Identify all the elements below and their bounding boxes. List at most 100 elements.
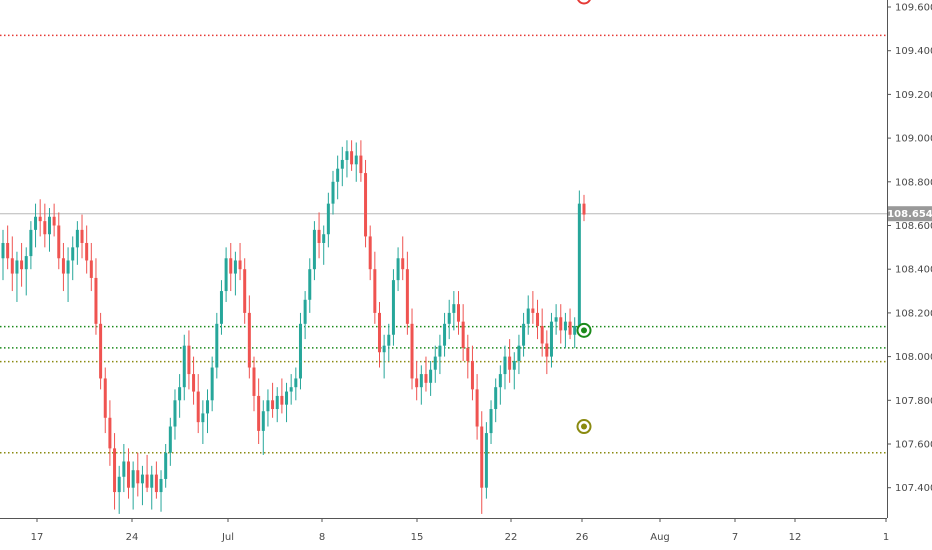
candle[interactable] — [224, 247, 228, 302]
candle[interactable] — [359, 140, 363, 182]
candle[interactable] — [563, 312, 567, 348]
candle[interactable] — [489, 400, 493, 444]
time-axis[interactable]: 17 24 Jul 8 15 22 26 Aug 7 12 1 — [31, 518, 890, 543]
candle[interactable] — [419, 365, 423, 405]
candle[interactable] — [10, 236, 14, 292]
candle[interactable] — [466, 334, 470, 379]
candle[interactable] — [457, 291, 461, 335]
candle[interactable] — [573, 317, 577, 348]
candle[interactable] — [43, 203, 47, 248]
candle[interactable] — [480, 411, 484, 514]
candle[interactable] — [377, 301, 381, 368]
candle[interactable] — [6, 225, 10, 270]
candle[interactable] — [215, 312, 219, 379]
candle[interactable] — [164, 444, 168, 488]
candle[interactable] — [108, 400, 112, 466]
candle[interactable] — [103, 367, 107, 434]
candle[interactable] — [196, 374, 200, 434]
candle[interactable] — [275, 387, 279, 423]
candle[interactable] — [317, 212, 321, 259]
candle[interactable] — [452, 291, 456, 331]
candle[interactable] — [424, 356, 428, 392]
candle[interactable] — [447, 299, 451, 340]
candle[interactable] — [549, 312, 553, 368]
candle[interactable] — [373, 251, 377, 324]
candle[interactable] — [382, 334, 386, 379]
candle[interactable] — [159, 470, 163, 512]
candle[interactable] — [340, 146, 344, 187]
candle[interactable] — [61, 242, 65, 292]
candle[interactable] — [113, 433, 117, 510]
candle[interactable] — [461, 304, 465, 361]
candle[interactable] — [29, 221, 33, 270]
candle[interactable] — [582, 194, 586, 222]
candle[interactable] — [433, 345, 437, 383]
candle[interactable] — [89, 242, 93, 292]
candle[interactable] — [252, 356, 256, 412]
candle[interactable] — [80, 214, 84, 259]
candle[interactable] — [71, 236, 75, 281]
candle[interactable] — [554, 304, 558, 335]
candle[interactable] — [577, 190, 581, 331]
candle[interactable] — [401, 236, 405, 281]
candle[interactable] — [536, 299, 540, 340]
candle[interactable] — [1, 229, 5, 281]
candle[interactable] — [85, 225, 89, 274]
candle[interactable] — [34, 203, 38, 248]
candle[interactable] — [145, 454, 149, 493]
candle[interactable] — [168, 417, 172, 466]
candle[interactable] — [75, 221, 79, 265]
candle[interactable] — [15, 251, 19, 302]
marker[interactable] — [577, 0, 591, 5]
candle[interactable] — [154, 461, 158, 499]
candle[interactable] — [354, 142, 358, 182]
candle[interactable] — [229, 242, 233, 292]
candle[interactable] — [233, 251, 237, 296]
candle[interactable] — [568, 308, 572, 340]
candle[interactable] — [303, 291, 307, 340]
candle[interactable] — [66, 247, 70, 302]
candle[interactable] — [150, 465, 154, 510]
candle[interactable] — [545, 330, 549, 375]
candle[interactable] — [219, 280, 223, 335]
candle[interactable] — [308, 258, 312, 313]
candle[interactable] — [559, 304, 563, 344]
candle[interactable] — [38, 199, 42, 237]
candle[interactable] — [526, 295, 530, 335]
marker[interactable] — [576, 322, 592, 338]
candle[interactable] — [192, 356, 196, 405]
marker[interactable] — [576, 419, 592, 435]
candle[interactable] — [312, 221, 316, 281]
candle[interactable] — [503, 345, 507, 390]
candle[interactable] — [391, 269, 395, 346]
candle[interactable] — [280, 378, 284, 414]
candle[interactable] — [94, 258, 98, 335]
candle[interactable] — [257, 378, 261, 444]
candle[interactable] — [57, 212, 61, 270]
candle[interactable] — [322, 225, 326, 265]
candle[interactable] — [285, 382, 289, 423]
candle[interactable] — [238, 242, 242, 281]
candle[interactable] — [368, 225, 372, 281]
candle[interactable] — [429, 360, 433, 396]
candle[interactable] — [396, 247, 400, 292]
markers[interactable] — [576, 0, 592, 435]
candle[interactable] — [52, 203, 56, 237]
candle[interactable] — [178, 374, 182, 418]
candle[interactable] — [126, 448, 130, 499]
candle[interactable] — [475, 374, 479, 440]
candle[interactable] — [540, 308, 544, 357]
candle[interactable] — [24, 247, 28, 296]
candle[interactable] — [508, 339, 512, 383]
candle[interactable] — [336, 155, 340, 200]
candle[interactable] — [182, 334, 186, 401]
candle[interactable] — [494, 378, 498, 423]
candle[interactable] — [410, 308, 414, 390]
candle[interactable] — [117, 465, 121, 514]
candle[interactable] — [345, 140, 349, 178]
candle[interactable] — [47, 208, 51, 252]
candle[interactable] — [298, 312, 302, 390]
price-axis[interactable]: 109.600 109.400 109.200 109.000 108.800 108.6… — [887, 3, 932, 495]
candle[interactable] — [294, 367, 298, 401]
